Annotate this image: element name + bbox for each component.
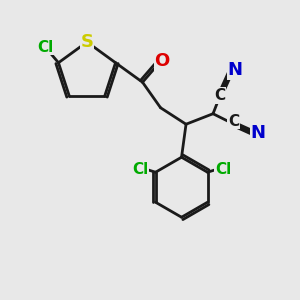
Text: Cl: Cl [132, 162, 148, 177]
Text: C: C [228, 114, 239, 129]
Text: Cl: Cl [38, 40, 54, 55]
Text: O: O [154, 52, 170, 70]
Text: C: C [214, 88, 226, 103]
Text: N: N [250, 124, 266, 142]
Text: Cl: Cl [215, 162, 231, 177]
Text: N: N [228, 61, 243, 79]
Text: S: S [80, 33, 94, 51]
